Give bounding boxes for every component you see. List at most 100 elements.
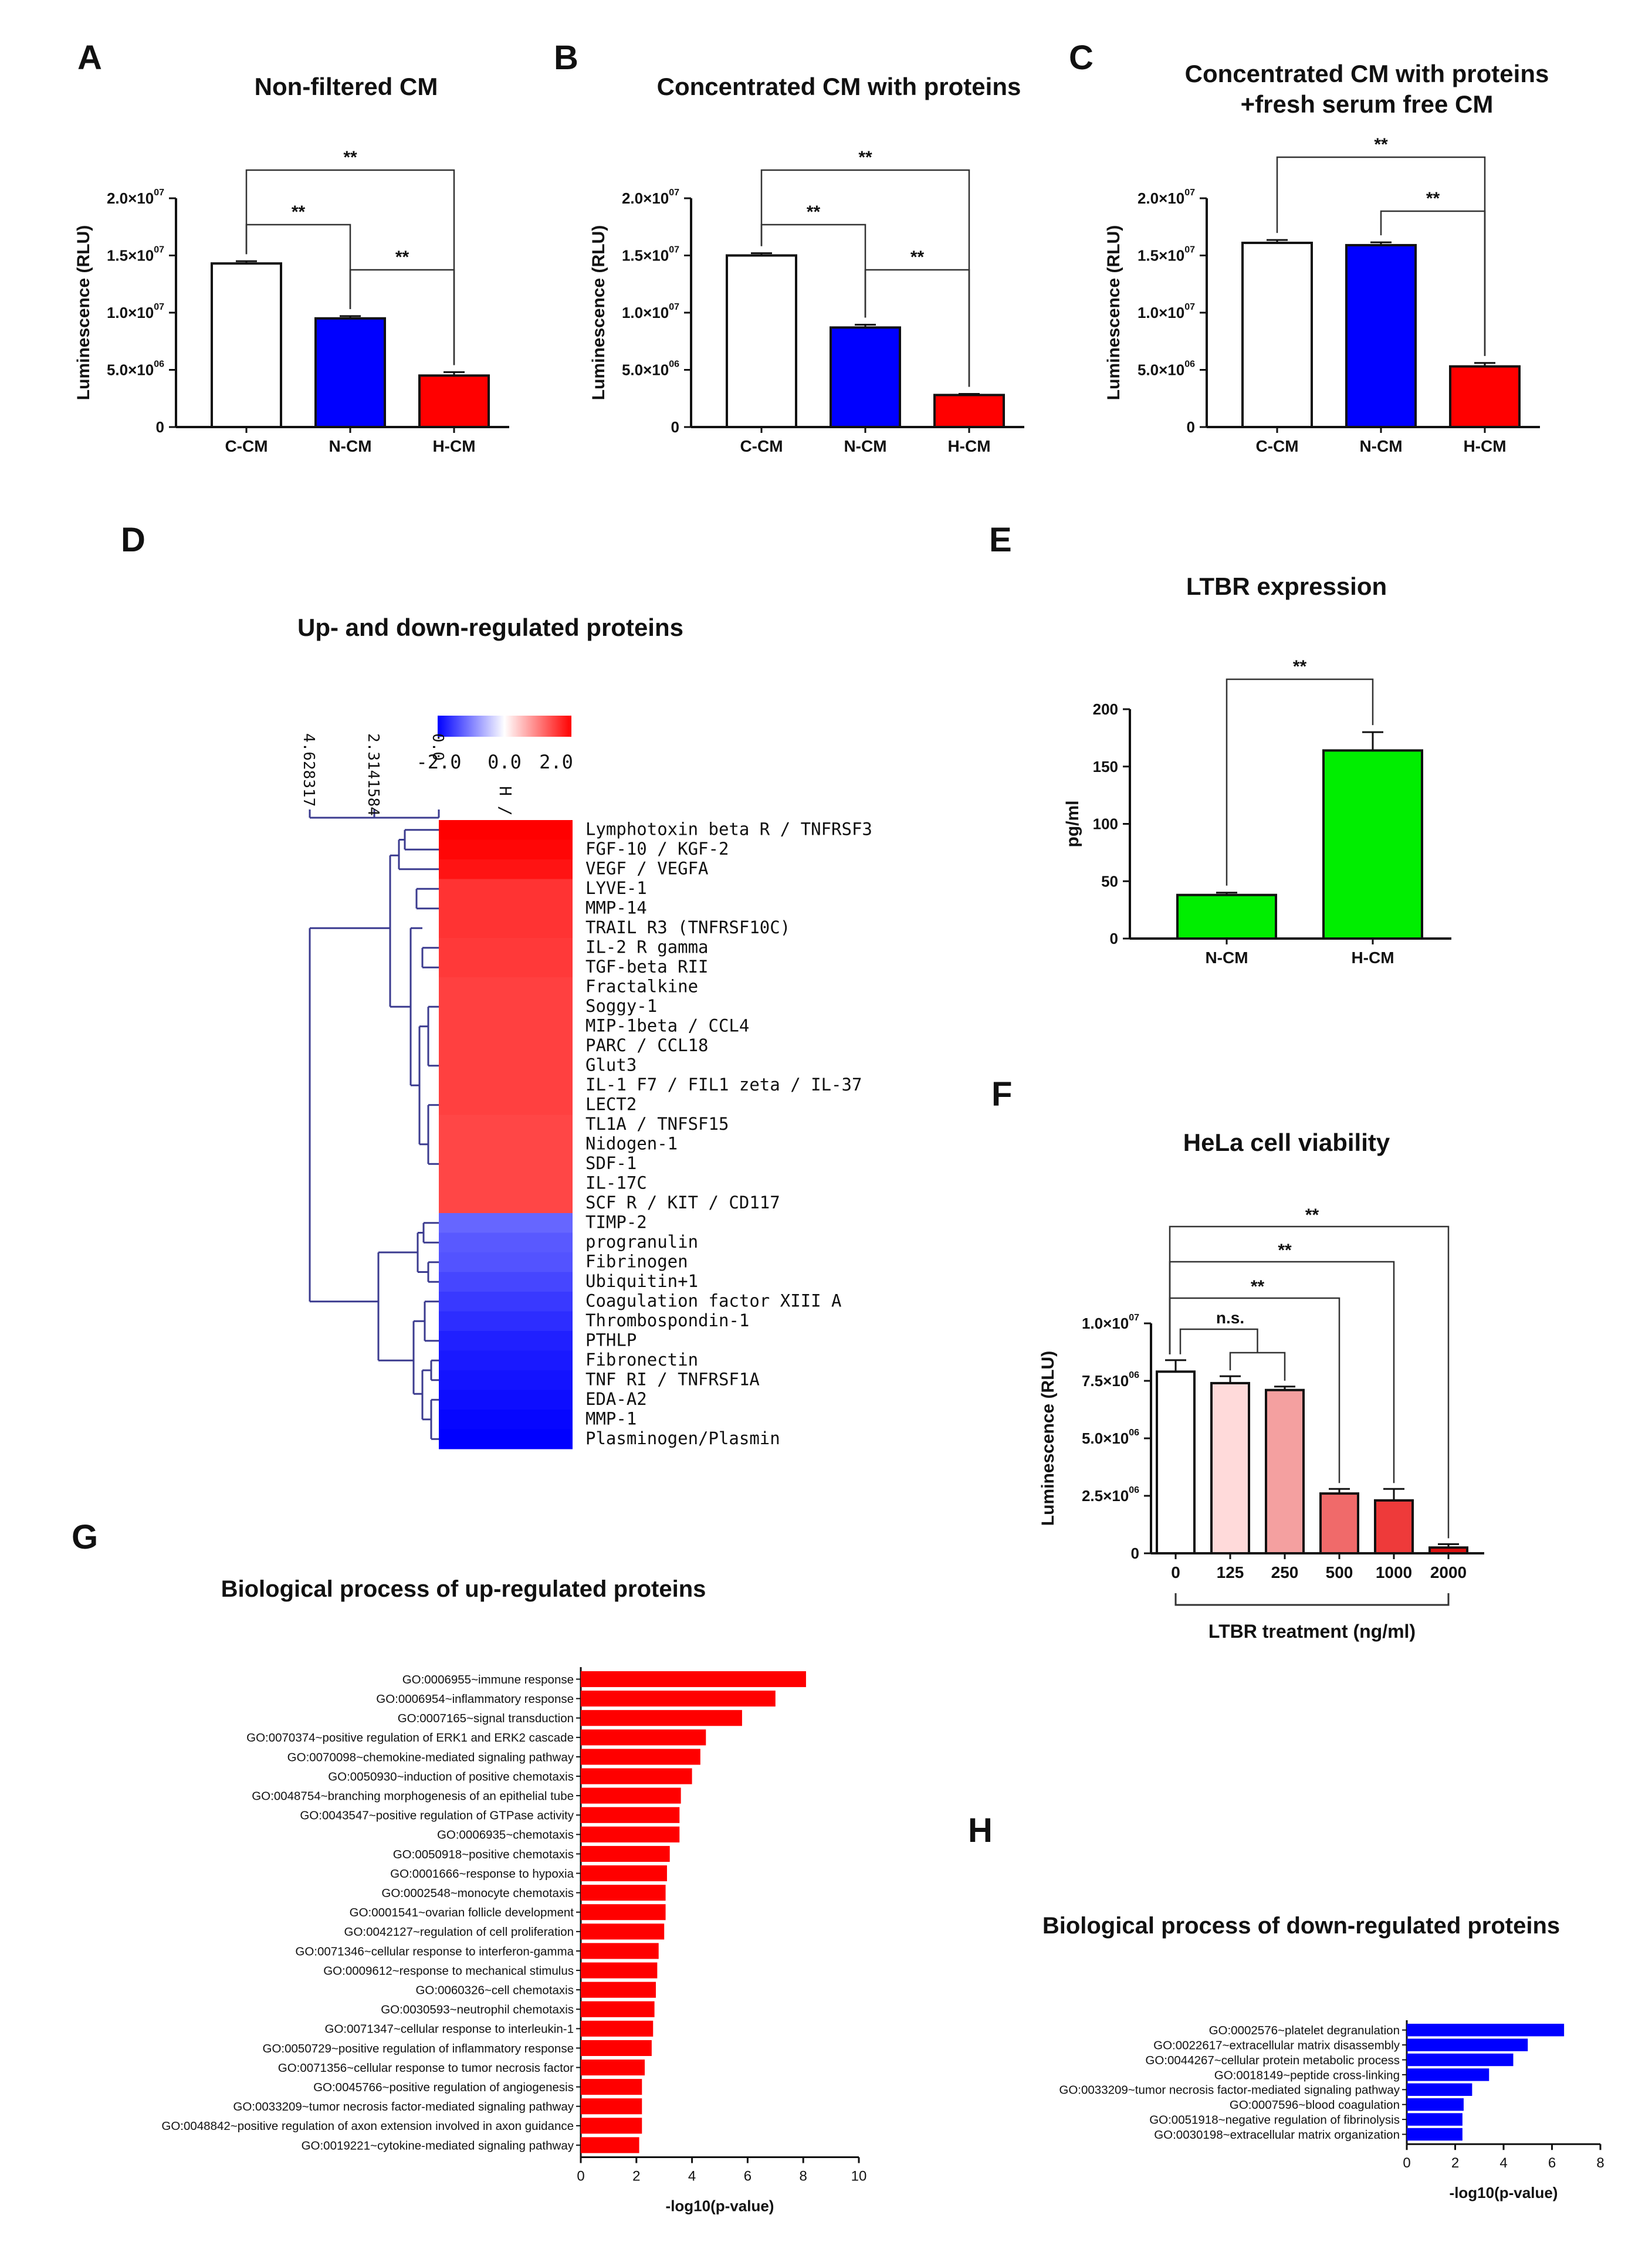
y-tick-label: 1.0×1007 bbox=[1082, 1313, 1139, 1332]
y-tick-exponent: 07 bbox=[669, 245, 679, 255]
bar bbox=[1407, 2083, 1472, 2096]
y-tick-exponent: 07 bbox=[154, 188, 164, 198]
y-tick-mantissa: 50 bbox=[1101, 872, 1118, 890]
y-tick-label: 5.0×1006 bbox=[1138, 360, 1195, 379]
significance-label: ** bbox=[343, 148, 357, 167]
y-tick-label: GO:0060326~cell chemotaxis bbox=[415, 1984, 574, 1997]
panel-letter: C bbox=[1069, 39, 1094, 77]
heatmap-cell bbox=[439, 1429, 573, 1449]
bar bbox=[581, 1885, 666, 1901]
bar bbox=[581, 2040, 652, 2056]
y-tick-exponent: 07 bbox=[669, 188, 679, 198]
x-tick-label: 500 bbox=[1326, 1563, 1353, 1581]
significance-label: ** bbox=[910, 248, 925, 267]
x-tick-label: 0 bbox=[577, 2169, 584, 2184]
heatmap-row-label: Plasminogen/Plasmin bbox=[585, 1428, 780, 1448]
y-tick-mantissa: 1.0×10 bbox=[107, 304, 154, 321]
heatmap-row-label: Fibronectin bbox=[585, 1350, 698, 1370]
heatmap-row-label: Nidogen-1 bbox=[585, 1134, 678, 1154]
y-tick-label: 2.0×1007 bbox=[622, 188, 679, 207]
heatmap-row-label: Soggy-1 bbox=[585, 996, 657, 1016]
x-tick-label: 2000 bbox=[1430, 1563, 1467, 1581]
y-tick-mantissa: 0 bbox=[1187, 418, 1195, 436]
x-tick-label: C-CM bbox=[225, 437, 268, 455]
bar bbox=[581, 2079, 642, 2095]
y-tick-mantissa: 7.5×10 bbox=[1082, 1372, 1129, 1390]
chart-title: Biological process of up-regulated prote… bbox=[221, 1576, 706, 1602]
y-tick-label: GO:0019221~cytokine-mediated signaling p… bbox=[302, 2139, 574, 2152]
heatmap-cell bbox=[439, 1036, 573, 1056]
bar bbox=[1265, 1388, 1305, 1554]
x-tick-label: C-CM bbox=[740, 437, 783, 455]
bar bbox=[581, 2060, 645, 2076]
y-tick-label: GO:0050918~positive chemotaxis bbox=[393, 1848, 574, 1861]
y-tick-label: GO:0002576~platelet degranulation bbox=[1209, 2024, 1400, 2037]
heatmap-row-label: Thrombospondin-1 bbox=[585, 1310, 749, 1330]
panel-letter: B bbox=[554, 39, 578, 77]
x-tick-label: N-CM bbox=[1359, 437, 1402, 455]
bar bbox=[581, 1943, 659, 1959]
x-tick-label: 8 bbox=[800, 2169, 807, 2184]
significance-bracket bbox=[349, 269, 455, 365]
y-tick-label: GO:0048842~positive regulation of axon e… bbox=[161, 2119, 574, 2133]
y-tick-mantissa: 1.0×10 bbox=[1082, 1315, 1129, 1332]
y-tick-label: 7.5×1006 bbox=[1082, 1370, 1139, 1390]
x-tick-label: N-CM bbox=[844, 437, 886, 455]
y-tick-mantissa: 150 bbox=[1093, 758, 1118, 775]
dendrogram-scale-label: 0.0 bbox=[429, 733, 446, 761]
heatmap-cell bbox=[439, 1292, 573, 1312]
x-axis-label: -log10(p-value) bbox=[1450, 2184, 1558, 2201]
y-tick-mantissa: 1.0×10 bbox=[622, 304, 669, 321]
heatmap-cell bbox=[439, 1370, 573, 1390]
y-tick-mantissa: 1.5×10 bbox=[622, 247, 669, 265]
heatmap-cell bbox=[439, 1154, 573, 1174]
chart-title: +fresh serum free CM bbox=[1241, 90, 1494, 118]
bar bbox=[1407, 2098, 1464, 2111]
y-tick-label: GO:0006954~inflammatory response bbox=[376, 1692, 574, 1706]
heatmap-cell bbox=[439, 1272, 573, 1292]
y-tick-label: 2.5×1006 bbox=[1082, 1485, 1139, 1505]
panel-letter: E bbox=[989, 521, 1012, 559]
heatmap-row-label: TRAIL R3 (TNFRSF10C) bbox=[585, 917, 790, 937]
heatmap-row-label: Fractalkine bbox=[585, 977, 698, 997]
significance-bracket bbox=[1380, 210, 1486, 356]
y-tick-label: GO:0071356~cellular response to tumor ne… bbox=[278, 2061, 574, 2075]
significance-bracket bbox=[245, 223, 351, 309]
x-tick-label: 6 bbox=[744, 2169, 751, 2184]
y-tick-exponent: 07 bbox=[1129, 1313, 1139, 1323]
color-scale-label: 0.0 bbox=[488, 751, 522, 773]
x-tick-label: 4 bbox=[688, 2169, 696, 2184]
bar bbox=[581, 1729, 706, 1746]
x-tick-label: H-CM bbox=[947, 437, 990, 455]
color-scale-bar bbox=[438, 716, 571, 737]
x-tick-label: 2 bbox=[632, 2169, 640, 2184]
bar bbox=[1407, 2113, 1463, 2126]
y-tick-label: GO:0048754~branching morphogenesis of an… bbox=[252, 1790, 574, 1803]
heatmap-cell bbox=[439, 1350, 573, 1371]
x-tick-label: H-CM bbox=[1463, 437, 1506, 455]
heatmap-row-label: EDA-A2 bbox=[585, 1389, 647, 1409]
panel-e: E LTBR expression 0 50 100 150 200 pg/ml N-CM H-C… bbox=[989, 521, 1451, 967]
y-tick-label: 1.5×1007 bbox=[107, 245, 164, 265]
y-tick-label: 1.5×1007 bbox=[1138, 245, 1195, 265]
y-tick-exponent: 07 bbox=[154, 245, 164, 255]
heatmap-cell bbox=[439, 977, 573, 997]
bar bbox=[211, 262, 282, 428]
heatmap-row-label: FGF-10 / KGF-2 bbox=[585, 839, 729, 859]
y-tick-label: GO:0001666~response to hypoxia bbox=[390, 1867, 574, 1881]
heatmap-row-label: Fibrinogen bbox=[585, 1252, 688, 1272]
y-tick-label: GO:0022617~extracellular matrix disassem… bbox=[1153, 2038, 1400, 2052]
ns-bracket bbox=[1179, 1328, 1258, 1354]
bar bbox=[581, 2020, 654, 2037]
heatmap-row-label: IL-2 R gamma bbox=[585, 937, 709, 957]
y-tick-exponent: 06 bbox=[154, 360, 164, 370]
y-tick-label: 0 bbox=[671, 418, 679, 436]
heatmap-row-label: Ubiquitin+1 bbox=[585, 1271, 698, 1291]
y-tick-label: 150 bbox=[1093, 758, 1118, 775]
y-tick-label: GO:0050729~positive regulation of inflam… bbox=[263, 2042, 574, 2055]
y-tick-mantissa: 0 bbox=[1110, 930, 1118, 947]
bar bbox=[1322, 749, 1423, 940]
significance-label: ** bbox=[1374, 135, 1388, 154]
heatmap-row-label: IL-1 F7 / FIL1 zeta / IL-37 bbox=[585, 1075, 862, 1095]
